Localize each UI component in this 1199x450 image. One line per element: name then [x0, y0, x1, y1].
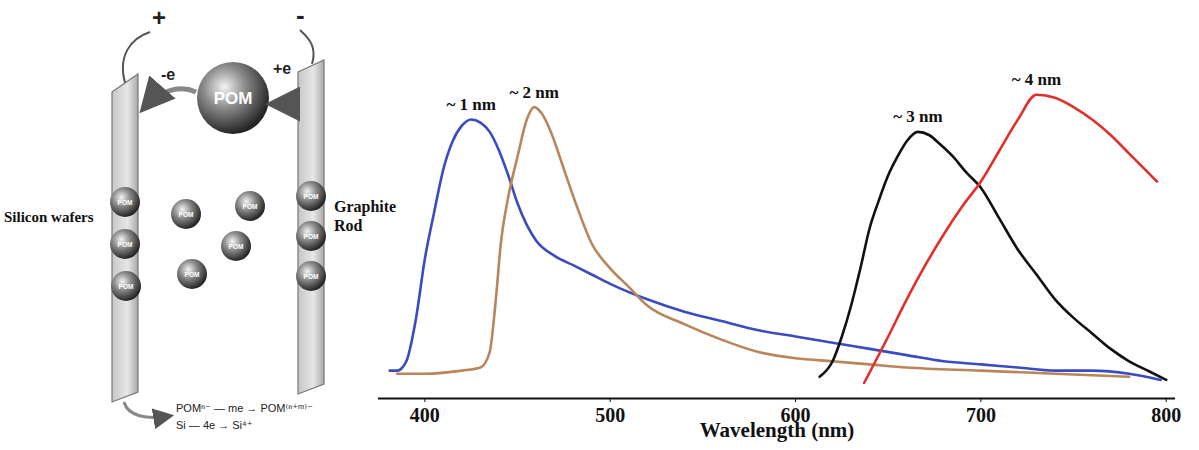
svg-text:500: 500 [595, 404, 625, 426]
svg-text:~ 2 nm: ~ 2 nm [509, 83, 558, 102]
svg-text:400: 400 [410, 404, 440, 426]
svg-text:POM: POM [118, 199, 133, 206]
svg-text:POM: POM [229, 243, 244, 250]
svg-text:GraphiteRod: GraphiteRod [334, 198, 396, 234]
svg-text:Wavelength (nm): Wavelength (nm) [700, 418, 855, 442]
svg-text:~ 1 nm: ~ 1 nm [446, 95, 495, 114]
svg-text:POM: POM [119, 283, 134, 290]
svg-text:~ 4 nm: ~ 4 nm [1012, 70, 1061, 89]
svg-text:POM: POM [214, 89, 253, 108]
svg-text:POM: POM [304, 273, 319, 280]
svg-text:POM: POM [185, 271, 200, 278]
svg-text:POM: POM [304, 233, 319, 240]
svg-text:800: 800 [1151, 404, 1181, 426]
svg-text:POM: POM [304, 193, 319, 200]
svg-text:Si — 4e → Si⁴⁺: Si — 4e → Si⁴⁺ [176, 419, 253, 431]
svg-text:700: 700 [966, 404, 996, 426]
svg-text:POM: POM [118, 241, 133, 248]
svg-text:POM: POM [243, 203, 258, 210]
svg-text:-e: -e [161, 66, 175, 83]
svg-text:POM: POM [179, 211, 194, 218]
svg-text:POMⁿ⁻ — me → POM⁽ⁿ⁺ᵐ⁾⁻: POMⁿ⁻ — me → POM⁽ⁿ⁺ᵐ⁾⁻ [176, 402, 313, 414]
svg-text:+: + [152, 4, 166, 31]
svg-text:-: - [296, 0, 305, 30]
svg-text:~ 3 nm: ~ 3 nm [893, 107, 942, 126]
svg-text:Silicon wafers: Silicon wafers [4, 209, 94, 225]
svg-text:+e: +e [273, 60, 291, 77]
svg-text:600: 600 [780, 403, 811, 426]
